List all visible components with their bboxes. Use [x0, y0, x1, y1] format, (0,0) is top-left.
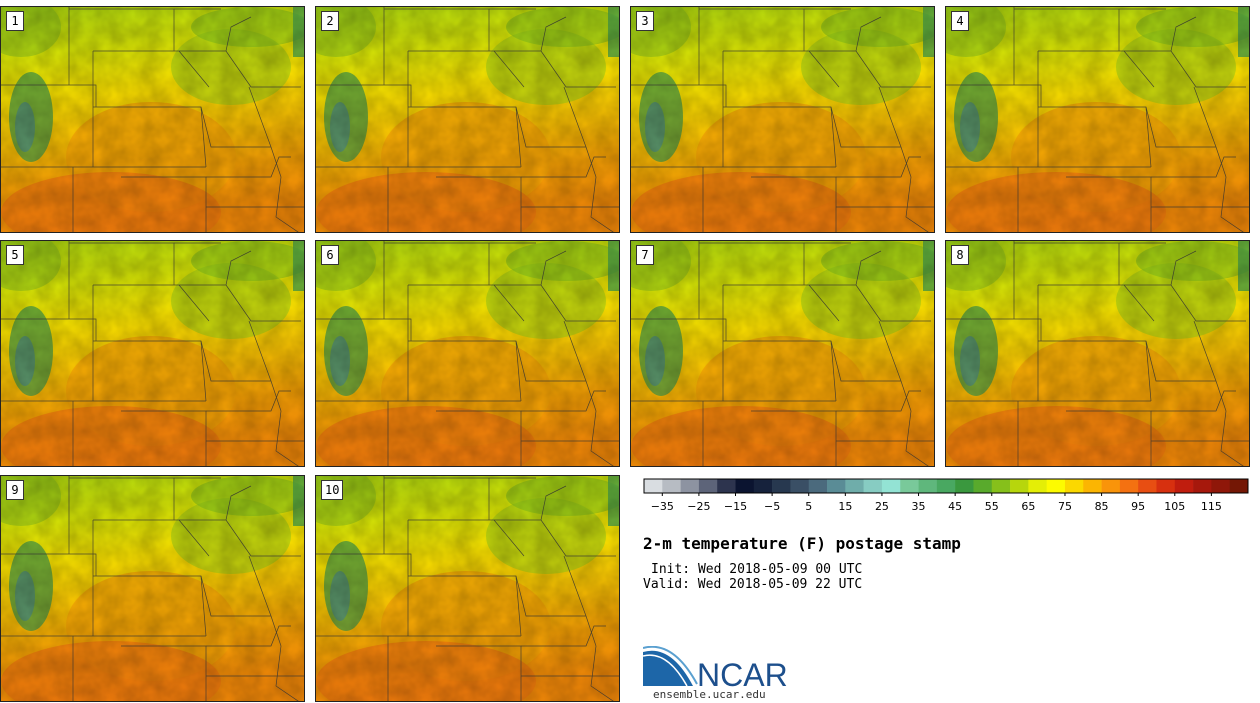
colorbar-swatch	[753, 479, 773, 493]
panel-number: 9	[6, 480, 24, 500]
colorbar-swatch	[1174, 479, 1194, 493]
colorbar-swatch	[680, 479, 700, 493]
colorbar-swatch	[772, 479, 791, 493]
temperature-map	[316, 476, 620, 702]
colorbar-tick-label: 95	[1131, 500, 1145, 513]
colorbar-tick-label: 45	[948, 500, 962, 513]
colorbar-swatch	[863, 479, 883, 493]
temperature-map	[316, 7, 620, 233]
colorbar-swatch	[1046, 479, 1066, 493]
colorbar-tick-label: 5	[805, 500, 812, 513]
colorbar-swatch	[1010, 479, 1029, 493]
temperature-map	[1, 7, 305, 233]
map-title: 2-m temperature (F) postage stamp	[643, 534, 961, 553]
colorbar-swatch	[936, 479, 956, 493]
colorbar-swatch	[808, 479, 828, 493]
map-panel-10: 10	[315, 475, 620, 702]
panel-number: 2	[321, 11, 339, 31]
temperature-map	[946, 7, 1250, 233]
temperature-map	[1, 476, 305, 702]
colorbar-swatch	[900, 479, 919, 493]
colorbar-tick-label: −15	[724, 500, 747, 513]
colorbar-tick-label: −5	[764, 500, 780, 513]
panel-number: 4	[951, 11, 969, 31]
colorbar-swatch	[1193, 479, 1212, 493]
colorbar-tick-label: 115	[1201, 500, 1222, 513]
panel-number: 6	[321, 245, 339, 265]
colorbar-swatch	[1028, 479, 1047, 493]
logo-url: ensemble.ucar.edu	[653, 688, 766, 701]
ncar-logo: NCAR	[643, 646, 788, 688]
colorbar-swatch	[1119, 479, 1139, 493]
colorbar-swatch	[827, 479, 846, 493]
colorbar-swatch	[1211, 479, 1230, 493]
colorbar: −35 −25 −15 −5 5 15 25 35 45 55 65 75 85 95 105 115	[643, 478, 1249, 513]
map-panel-7: 7	[630, 240, 935, 467]
colorbar-swatch	[790, 479, 810, 493]
colorbar-swatch	[918, 479, 938, 493]
colorbar-swatch	[698, 479, 718, 493]
map-panel-4: 4	[945, 6, 1250, 233]
colorbar-tick-label: 55	[985, 500, 999, 513]
colorbar-swatch	[1138, 479, 1157, 493]
panel-number: 1	[6, 11, 24, 31]
map-panel-2: 2	[315, 6, 620, 233]
colorbar-swatch	[644, 479, 663, 493]
panel-number: 5	[6, 245, 24, 265]
colorbar-swatch	[1229, 479, 1249, 493]
colorbar-tick-label: 85	[1095, 500, 1109, 513]
colorbar-tick-label: 105	[1164, 500, 1185, 513]
colorbar-swatch	[973, 479, 993, 493]
init-time: Init: Wed 2018-05-09 00 UTC	[651, 562, 863, 577]
colorbar-swatch	[881, 479, 901, 493]
colorbar-tick-label: 75	[1058, 500, 1072, 513]
valid-time: Valid: Wed 2018-05-09 22 UTC	[643, 577, 863, 592]
panel-number: 10	[321, 480, 344, 500]
panel-number: 7	[636, 245, 654, 265]
colorbar-tick-label: 35	[912, 500, 926, 513]
temperature-map	[631, 241, 935, 467]
map-panel-9: 9	[0, 475, 305, 702]
colorbar-swatch	[717, 479, 736, 493]
colorbar-swatch	[1156, 479, 1176, 493]
colorbar-swatch	[845, 479, 864, 493]
temperature-map	[1, 241, 305, 467]
map-panel-6: 6	[315, 240, 620, 467]
temperature-map	[631, 7, 935, 233]
colorbar-tick-label: 15	[838, 500, 852, 513]
map-panel-5: 5	[0, 240, 305, 467]
colorbar-tick-label: 25	[875, 500, 889, 513]
temperature-map	[316, 241, 620, 467]
colorbar-swatch	[1083, 479, 1102, 493]
map-panel-8: 8	[945, 240, 1250, 467]
colorbar-swatch	[1101, 479, 1121, 493]
colorbar-tick-label: −35	[651, 500, 674, 513]
colorbar-swatch	[1064, 479, 1084, 493]
temperature-map	[946, 241, 1250, 467]
panel-number: 3	[636, 11, 654, 31]
logo-text: NCAR	[697, 657, 788, 688]
colorbar-swatch	[955, 479, 974, 493]
colorbar-tick-label: 65	[1021, 500, 1035, 513]
colorbar-swatch	[991, 479, 1011, 493]
panel-number: 8	[951, 245, 969, 265]
colorbar-swatch	[735, 479, 755, 493]
colorbar-tick-label: −25	[687, 500, 710, 513]
map-panel-3: 3	[630, 6, 935, 233]
map-panel-1: 1	[0, 6, 305, 233]
colorbar-swatch	[662, 479, 681, 493]
